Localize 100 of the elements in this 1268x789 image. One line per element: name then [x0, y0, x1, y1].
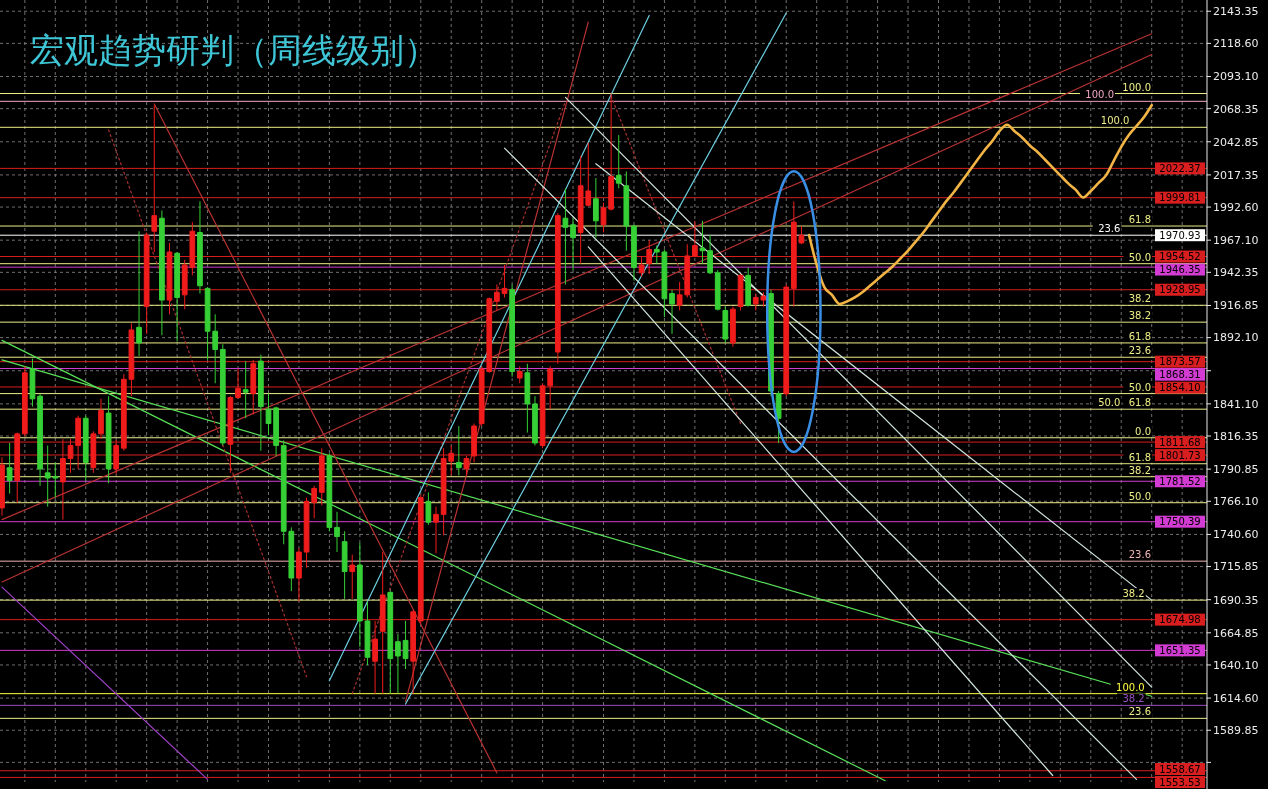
annotation: 38.2 — [1122, 588, 1145, 600]
y-tick-label: 2042.85 — [1213, 135, 1259, 149]
candlestick — [669, 289, 675, 335]
ref-line-label: 1553.53 — [1159, 776, 1201, 788]
candlestick — [433, 506, 439, 554]
candlestick — [6, 442, 13, 495]
y-tick-label: 1967.10 — [1213, 234, 1259, 248]
annotation: 50.0 — [1128, 490, 1151, 502]
ref-line-label: 1854.10 — [1159, 382, 1201, 394]
text: 宏观趋势研判（周线级别） — [30, 30, 438, 70]
candlestick — [0, 456, 5, 517]
ref-line-label: 1999.81 — [1159, 192, 1201, 204]
annotation: 0.0 — [1135, 425, 1151, 437]
candlestick — [90, 430, 97, 474]
candlestick — [143, 232, 150, 335]
annotation: 38.2 — [1122, 693, 1145, 705]
annotation: 100.0 — [1100, 115, 1130, 127]
y-tick-label: 1740.60 — [1213, 528, 1259, 542]
y-tick-label: 2017.35 — [1213, 168, 1259, 182]
candlestick — [235, 368, 241, 400]
candlestick — [707, 234, 713, 275]
annotation: 100.0 — [1122, 81, 1151, 93]
y-tick-label: 1841.10 — [1213, 397, 1259, 411]
y-tick-label: 1816.35 — [1213, 429, 1259, 443]
candlestick — [593, 177, 599, 239]
y-tick-label: 1766.10 — [1213, 495, 1259, 509]
annotation: 61.8 — [1128, 214, 1151, 226]
candlestick — [532, 395, 538, 447]
candlestick — [737, 273, 744, 311]
candlestick — [387, 590, 394, 695]
candlestick — [730, 306, 736, 348]
candlestick — [326, 452, 333, 532]
candlestick — [227, 395, 234, 474]
y-tick-label: 1715.85 — [1213, 560, 1259, 574]
y-tick-label: 1589.85 — [1213, 724, 1259, 738]
candlestick — [455, 425, 462, 476]
candlestick — [242, 360, 249, 419]
y-tick-label: 2068.35 — [1213, 102, 1259, 116]
ref-line-label: 1801.73 — [1159, 449, 1201, 461]
candlestick — [159, 209, 165, 336]
candlestick — [524, 363, 531, 434]
annotation: 50.0 — [1128, 381, 1151, 393]
candlestick — [258, 354, 264, 452]
ref-line-label: 1954.52 — [1159, 251, 1201, 263]
annotation: 100.0 — [1085, 89, 1114, 101]
candlestick — [783, 283, 790, 397]
candlestick — [151, 104, 158, 253]
y-tick-label: 1892.10 — [1213, 331, 1259, 345]
annotation: 38.2 — [1128, 310, 1151, 322]
candlestick — [29, 358, 36, 408]
ref-line-label: 1674.98 — [1159, 614, 1201, 626]
annotation: 23.6 — [1128, 706, 1151, 718]
candlestick — [98, 398, 104, 440]
y-tick-label: 2118.60 — [1213, 37, 1259, 51]
candlestick — [318, 447, 325, 506]
candlestick — [395, 633, 401, 695]
candlestick — [379, 551, 386, 695]
y-tick-label: 1614.60 — [1213, 691, 1259, 705]
y-tick-label: 1942.35 — [1213, 266, 1259, 280]
y-tick-label: 2143.35 — [1213, 5, 1259, 19]
candlestick — [37, 393, 43, 487]
candlestick — [166, 242, 173, 315]
candlestick — [646, 239, 653, 275]
annotation: 23.6 — [1128, 345, 1151, 357]
candlestick — [136, 230, 142, 357]
candlestick — [296, 547, 302, 602]
ref-line-label: 1873.57 — [1159, 356, 1201, 368]
annotation: 50.0 — [1128, 251, 1151, 263]
candlestick — [623, 170, 630, 252]
candlestick — [494, 283, 500, 311]
ref-line-label: 1750.39 — [1159, 516, 1201, 528]
candlestick — [638, 256, 645, 278]
annotation: 61.8 — [1128, 451, 1151, 463]
candlestick — [410, 610, 417, 695]
candlestick — [722, 306, 729, 344]
candlestick — [501, 264, 508, 298]
ref-line-label: 1811.68 — [1159, 436, 1201, 448]
annotation: 61.8 — [1128, 330, 1151, 342]
candlestick — [113, 439, 120, 475]
candlestick — [265, 393, 272, 436]
candlestick — [402, 620, 409, 670]
candlestick — [631, 224, 637, 282]
annotation: 23.6 — [1098, 223, 1121, 235]
candlestick — [21, 365, 28, 437]
annotation: 100.0 — [1116, 681, 1145, 693]
candlestick — [250, 359, 257, 415]
annotation: 61.8 — [1128, 397, 1151, 409]
candlestick — [509, 283, 515, 378]
candlestick — [273, 406, 279, 457]
candlestick — [692, 220, 698, 258]
candlestick — [714, 269, 721, 311]
candlestick — [699, 220, 706, 265]
candlestick — [60, 438, 66, 521]
y-tick-label: 1916.85 — [1213, 299, 1259, 313]
candlestick — [174, 251, 180, 343]
ref-line-label: 1946.35 — [1159, 264, 1201, 276]
ref-line-label: 1781.52 — [1159, 475, 1201, 487]
ref-line-label: 1868.31 — [1159, 369, 1201, 381]
candlestick — [372, 620, 378, 695]
annotation: 38.2 — [1128, 464, 1151, 476]
